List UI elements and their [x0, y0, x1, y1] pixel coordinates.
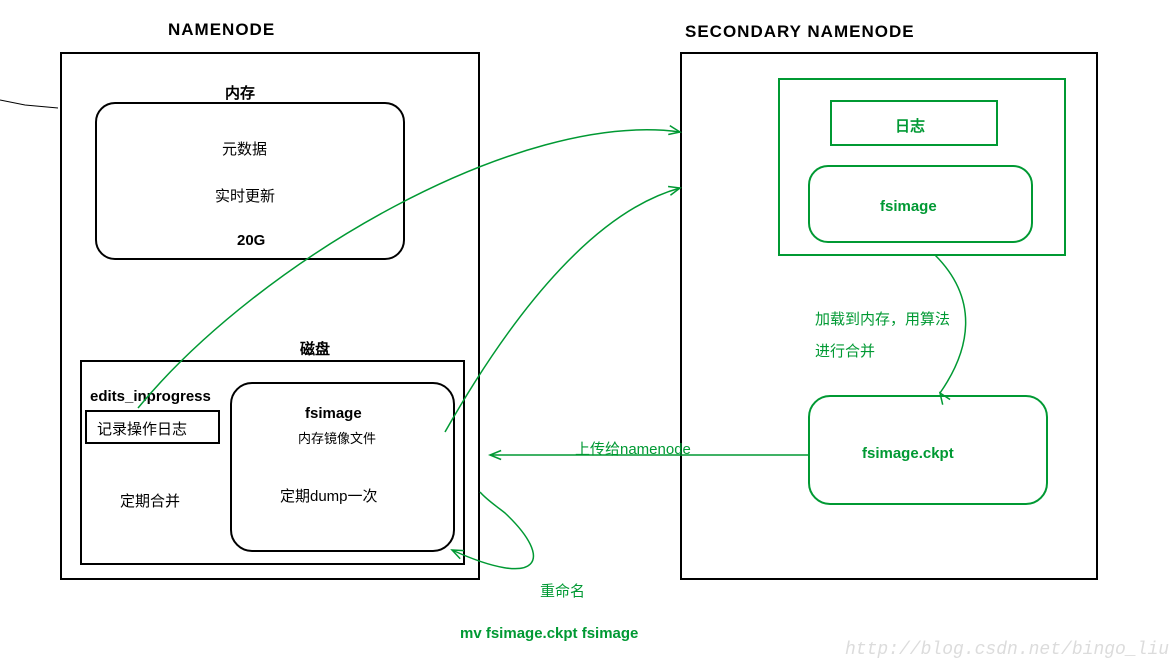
merge-text: 定期合并 — [120, 490, 180, 511]
edits-label: edits_inprogress — [90, 388, 211, 405]
memory-line-2: 20G — [237, 232, 265, 249]
rename-label-1: 重命名 — [540, 580, 585, 601]
disk-header: 磁盘 — [300, 338, 330, 359]
secondary-merge-line-1: 进行合并 — [815, 340, 875, 361]
fsimage-line-0: fsimage — [305, 405, 362, 422]
memory-line-1: 实时更新 — [215, 185, 275, 206]
fsimage-line-1: 内存镜像文件 — [298, 428, 376, 447]
rename-label-2: mv fsimage.ckpt fsimage — [460, 625, 638, 642]
secondary-ckpt-text: fsimage.ckpt — [862, 445, 954, 462]
watermark: http://blog.csdn.net/bingo_liu — [845, 640, 1169, 660]
log-text: 记录操作日志 — [97, 418, 187, 439]
fsimage-line-2: 定期dump一次 — [280, 485, 378, 506]
secondary-merge-line-0: 加载到内存，用算法 — [815, 308, 950, 329]
upload-label: 上传给namenode — [575, 438, 691, 459]
memory-header: 内存 — [225, 82, 255, 103]
namenode-title: NAMENODE — [168, 20, 275, 40]
secondary-title: SECONDARY NAMENODE — [685, 22, 915, 42]
memory-line-0: 元数据 — [222, 138, 267, 159]
secondary-fsimage-text: fsimage — [880, 198, 937, 215]
secondary-log-text: 日志 — [895, 115, 925, 136]
